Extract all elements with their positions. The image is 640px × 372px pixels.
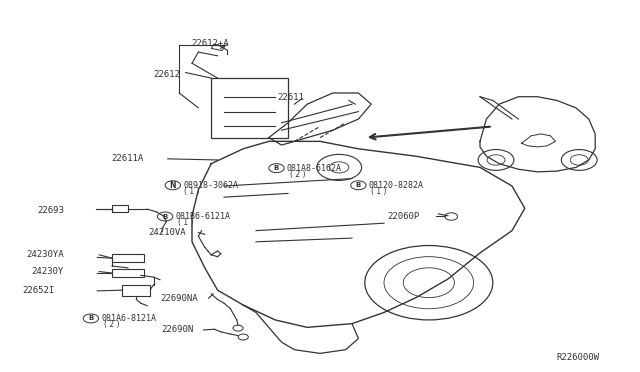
Text: 24230YA: 24230YA xyxy=(26,250,64,259)
Text: B: B xyxy=(163,214,168,219)
Text: 22690N: 22690N xyxy=(162,326,194,334)
Text: ( 1 ): ( 1 ) xyxy=(184,187,199,196)
Text: 22060P: 22060P xyxy=(387,212,419,221)
Bar xyxy=(211,78,288,138)
Text: 22693: 22693 xyxy=(37,206,64,215)
Text: B: B xyxy=(356,182,361,188)
Text: 22612: 22612 xyxy=(154,70,180,79)
Text: ( 1 ): ( 1 ) xyxy=(371,187,387,196)
Text: 08120-8282A: 08120-8282A xyxy=(369,181,424,190)
Text: ( 2 ): ( 2 ) xyxy=(104,320,119,329)
Text: 22652I: 22652I xyxy=(22,286,54,295)
Text: B: B xyxy=(274,165,279,171)
Text: B: B xyxy=(88,315,93,321)
Text: 081A6-8121A: 081A6-8121A xyxy=(101,314,156,323)
Text: 22690NA: 22690NA xyxy=(161,294,198,303)
Text: 22611A: 22611A xyxy=(112,154,144,163)
Bar xyxy=(112,254,144,262)
Text: 081B6-6121A: 081B6-6121A xyxy=(175,212,230,221)
Bar xyxy=(122,285,150,296)
Bar xyxy=(112,205,128,212)
Text: N: N xyxy=(170,181,176,190)
Bar xyxy=(112,269,144,277)
Bar xyxy=(211,44,225,51)
Text: ( 1 ): ( 1 ) xyxy=(178,218,193,227)
Text: 08918-3062A: 08918-3062A xyxy=(183,181,238,190)
Text: R226000W: R226000W xyxy=(557,353,600,362)
Text: 24230Y: 24230Y xyxy=(32,267,64,276)
Text: 24210VA: 24210VA xyxy=(148,228,186,237)
Text: 081A8-6162A: 081A8-6162A xyxy=(287,164,342,173)
Text: ( 2 ): ( 2 ) xyxy=(290,170,305,179)
Text: 22611: 22611 xyxy=(277,93,304,102)
Text: 22612+A: 22612+A xyxy=(191,39,229,48)
